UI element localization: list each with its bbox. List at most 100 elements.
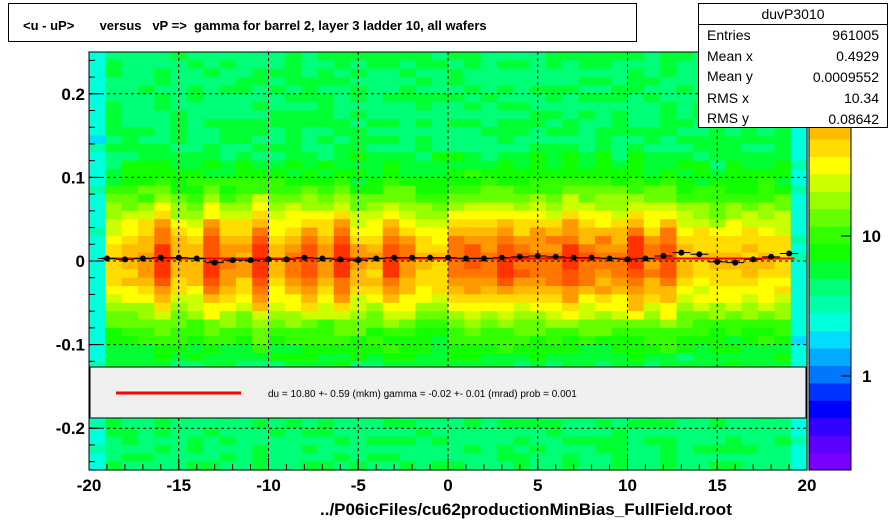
heatmap-cell xyxy=(480,419,498,429)
heatmap-cell xyxy=(611,436,629,446)
heatmap-cell xyxy=(186,261,204,270)
heatmap-cell xyxy=(611,60,629,70)
heatmap-cell xyxy=(611,453,629,463)
heatmap-cell xyxy=(268,135,286,145)
heatmap-cell xyxy=(138,461,155,471)
heatmap-cell xyxy=(513,311,531,321)
heatmap-cell xyxy=(415,102,433,112)
heatmap-cell xyxy=(497,169,514,178)
heatmap-cell xyxy=(594,135,612,145)
heatmap-cell xyxy=(741,436,759,446)
heatmap-cell xyxy=(741,160,759,170)
heatmap-cell xyxy=(578,68,596,78)
heatmap-cell xyxy=(399,202,416,212)
heatmap-cell xyxy=(121,419,139,429)
heatmap-cell xyxy=(627,344,645,354)
heatmap-cell xyxy=(480,444,498,454)
heatmap-cell xyxy=(399,428,416,438)
heatmap-cell xyxy=(138,294,155,304)
heatmap-cell xyxy=(203,52,221,61)
heatmap-cell xyxy=(627,336,645,346)
heatmap-cell xyxy=(725,277,743,287)
heatmap-cell xyxy=(790,361,808,371)
palette-swatch xyxy=(809,139,851,157)
heatmap-cell xyxy=(399,144,416,153)
heatmap-cell xyxy=(154,152,172,162)
heatmap-cell xyxy=(660,219,677,229)
heatmap-cell xyxy=(594,244,612,254)
heatmap-cell xyxy=(415,302,433,312)
heatmap-cell xyxy=(676,436,694,446)
heatmap-cell xyxy=(594,210,612,220)
heatmap-cell xyxy=(627,185,645,195)
heatmap-cell xyxy=(350,177,367,187)
heatmap-cell xyxy=(203,461,221,471)
heatmap-cell xyxy=(594,277,612,287)
heatmap-cell xyxy=(448,169,465,178)
heatmap-cell xyxy=(790,336,808,346)
heatmap-cell xyxy=(676,235,694,245)
heatmap-cell xyxy=(513,227,531,237)
heatmap-cell xyxy=(219,277,237,287)
heatmap-cell xyxy=(774,135,792,145)
heatmap-cell xyxy=(301,419,318,429)
heatmap-cell xyxy=(513,110,531,120)
heatmap-cell xyxy=(676,135,694,145)
heatmap-cell xyxy=(415,60,433,70)
heatmap-cell xyxy=(741,302,759,312)
heatmap-cell xyxy=(464,85,482,95)
heatmap-cell xyxy=(154,227,172,237)
heatmap-cell xyxy=(758,269,775,279)
heatmap-cell xyxy=(431,118,449,128)
heatmap-cell xyxy=(333,319,351,329)
heatmap-cell xyxy=(431,135,449,145)
heatmap-cell xyxy=(562,160,580,170)
heatmap-cell xyxy=(660,202,677,212)
heatmap-cell xyxy=(268,102,286,112)
heatmap-cell xyxy=(333,219,351,229)
heatmap-cell xyxy=(741,286,759,296)
heatmap-cell xyxy=(252,269,270,279)
heatmap-cell xyxy=(186,453,204,463)
heatmap-cell xyxy=(203,302,221,312)
heatmap-cell xyxy=(790,152,808,162)
heatmap-cell xyxy=(464,102,482,112)
heatmap-cell xyxy=(121,160,139,170)
heatmap-cell xyxy=(497,160,514,170)
heatmap-cell xyxy=(545,461,563,471)
heatmap-cell xyxy=(121,461,139,471)
heatmap-cell xyxy=(709,244,726,254)
heatmap-cell xyxy=(203,169,221,178)
heatmap-cell xyxy=(170,244,188,254)
heatmap-cell xyxy=(562,118,580,128)
heatmap-cell xyxy=(170,286,188,296)
heatmap-cell xyxy=(480,219,498,229)
heatmap-cell xyxy=(643,302,661,312)
heatmap-cell xyxy=(219,261,237,270)
heatmap-cell xyxy=(186,177,204,187)
heatmap-cell xyxy=(725,152,743,162)
heatmap-cell xyxy=(89,252,106,262)
heatmap-cell xyxy=(235,252,253,262)
heatmap-cell xyxy=(627,60,645,70)
heatmap-cell xyxy=(545,135,563,145)
heatmap-cell xyxy=(448,52,465,61)
heatmap-cell xyxy=(480,85,498,95)
heatmap-cell xyxy=(219,294,237,304)
heatmap-cell xyxy=(105,169,123,178)
heatmap-cell xyxy=(186,210,204,220)
heatmap-cell xyxy=(219,68,237,78)
heatmap-cell xyxy=(758,227,775,237)
heatmap-cell xyxy=(464,302,482,312)
heatmap-cell xyxy=(758,419,775,429)
heatmap-cell xyxy=(676,185,694,195)
heatmap-cell xyxy=(203,219,221,229)
heatmap-cell xyxy=(138,118,155,128)
heatmap-cell xyxy=(366,68,384,78)
heatmap-cell xyxy=(790,219,808,229)
heatmap-cell xyxy=(138,102,155,112)
heatmap-cell xyxy=(611,68,629,78)
heatmap-cell xyxy=(154,52,172,61)
heatmap-cell xyxy=(643,210,661,220)
heatmap-cell xyxy=(497,327,514,337)
